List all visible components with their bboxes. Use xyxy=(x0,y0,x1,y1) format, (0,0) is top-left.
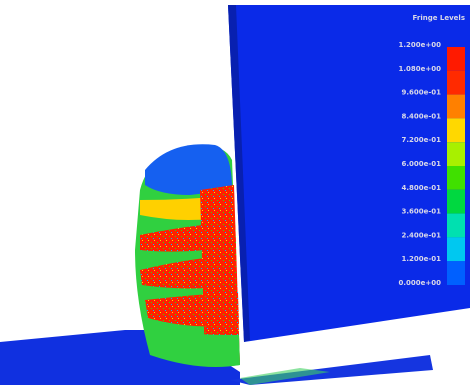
fringe-plot: Fringe Levels 1.200e+00 1.080e+00 9.600e-0… xyxy=(0,0,475,385)
legend-title: Fringe Levels xyxy=(413,14,465,22)
legend-level-label: 2.400e-01 xyxy=(401,231,441,239)
legend-level-label: 1.200e+00 xyxy=(399,41,442,49)
plate xyxy=(228,5,470,342)
legend-swatch xyxy=(447,118,465,142)
legend-swatch xyxy=(447,71,465,95)
material-blob xyxy=(135,144,240,367)
legend-level-label: 7.200e-01 xyxy=(401,136,441,144)
legend-level-label: 4.800e-01 xyxy=(401,184,441,192)
legend-swatch xyxy=(447,237,465,261)
legend-level-label: 8.400e-01 xyxy=(401,112,441,120)
legend-swatch xyxy=(447,166,465,190)
legend-level-label: 9.600e-01 xyxy=(401,89,441,97)
legend-swatch xyxy=(447,214,465,238)
legend-level-label: 1.200e-01 xyxy=(401,255,441,263)
legend-swatch xyxy=(447,47,465,71)
legend-level-label: 6.000e-01 xyxy=(401,160,441,168)
legend-level-label: 1.080e+00 xyxy=(399,65,442,73)
legend-level-label: 3.600e-01 xyxy=(401,208,441,216)
legend-level-label: 0.000e+00 xyxy=(399,279,442,287)
legend-swatch xyxy=(447,190,465,214)
legend-swatch xyxy=(447,261,465,285)
legend-swatch xyxy=(447,95,465,119)
legend-swatch xyxy=(447,142,465,166)
